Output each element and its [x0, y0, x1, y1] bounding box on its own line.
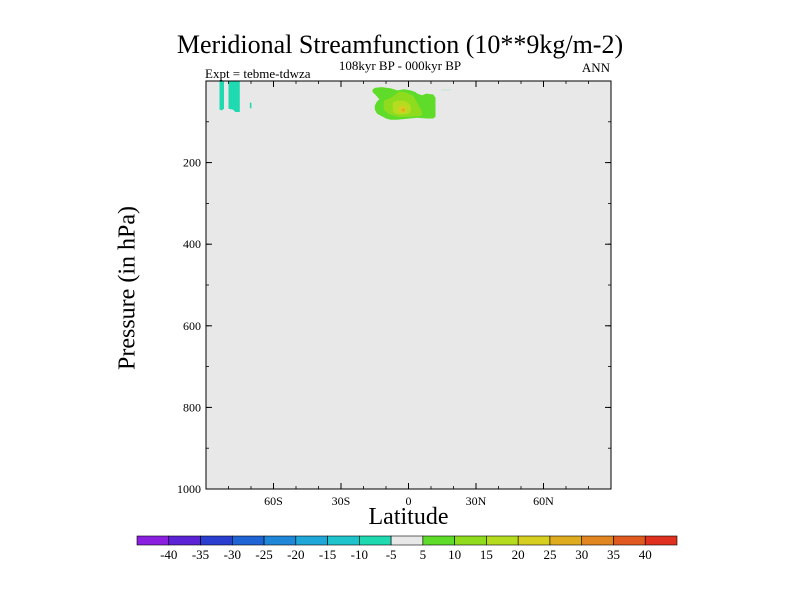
colorbar-swatch: [327, 535, 360, 546]
colorbar-label: 5: [420, 547, 427, 562]
colorbar-label: 40: [639, 547, 652, 562]
colorbar-label: -30: [224, 547, 241, 562]
y-axis-label: Pressure (in hPa): [114, 206, 141, 370]
y-tick-label: 1000: [177, 482, 201, 496]
colorbar-swatch: [454, 535, 487, 546]
x-axis-label: Latitude: [368, 504, 449, 530]
colorbar-label: 30: [575, 547, 588, 562]
colorbar-swatch: [263, 535, 297, 546]
colorbar-label: -15: [319, 547, 336, 562]
plot-background: [206, 81, 611, 489]
colorbar-label: -20: [287, 547, 304, 562]
colorbar-label: 25: [543, 547, 556, 562]
x-tick-label: 0: [406, 494, 412, 508]
colorbar-swatch: [359, 535, 392, 546]
colorbar-swatch: [231, 535, 265, 546]
experiment-label: Expt = tebme-tdwza: [205, 66, 311, 81]
colorbar-label: 15: [480, 547, 493, 562]
chart-title: Meridional Streamfunction (10**9kg/m-2): [176, 30, 624, 59]
season-label: ANN: [581, 60, 610, 75]
colorbar-label: 20: [512, 547, 525, 562]
y-tick-label: 400: [183, 237, 201, 251]
colorbar-label: -25: [255, 547, 272, 562]
contour-region-1: [228, 81, 240, 112]
contour-region-8: [401, 108, 405, 112]
colorbar-label: 10: [448, 547, 461, 562]
colorbar-label: -5: [386, 547, 397, 562]
colorbar-label: -40: [160, 547, 177, 562]
contour-region-0: [219, 81, 224, 111]
colorbar-label: -10: [351, 547, 368, 562]
y-tick-label: 800: [183, 400, 201, 414]
colorbar-swatch: [517, 535, 551, 546]
x-tick-label: 60N: [533, 494, 554, 508]
colorbar-swatch: [200, 535, 233, 546]
colorbar-swatch: [486, 535, 519, 546]
colorbar-label: 35: [607, 547, 620, 562]
x-tick-label: 30S: [332, 494, 351, 508]
colorbar-swatch: [168, 535, 201, 546]
y-tick-label: 200: [183, 156, 201, 170]
colorbar-swatch: [549, 535, 583, 546]
colorbar-swatch: [644, 535, 678, 546]
colorbar: -40 -35 -30 -25 -20 -15 -10 -5 5 10 15 20 25 30 35 40: [136, 535, 678, 562]
colorbar-swatch: [422, 535, 455, 546]
colorbar-swatch: [613, 535, 646, 546]
contour-region-2: [249, 102, 252, 109]
colorbar-label: -35: [192, 547, 209, 562]
x-tick-label: 60S: [264, 494, 283, 508]
colorbar-swatch: [136, 535, 170, 546]
chart-subtitle: 108kyr BP - 000kyr BP: [338, 58, 462, 73]
colorbar-swatch: [390, 535, 424, 546]
colorbar-swatch: [295, 535, 328, 546]
y-tick-label: 600: [183, 319, 201, 333]
x-tick-label: 30N: [466, 494, 487, 508]
colorbar-swatch: [581, 535, 614, 546]
